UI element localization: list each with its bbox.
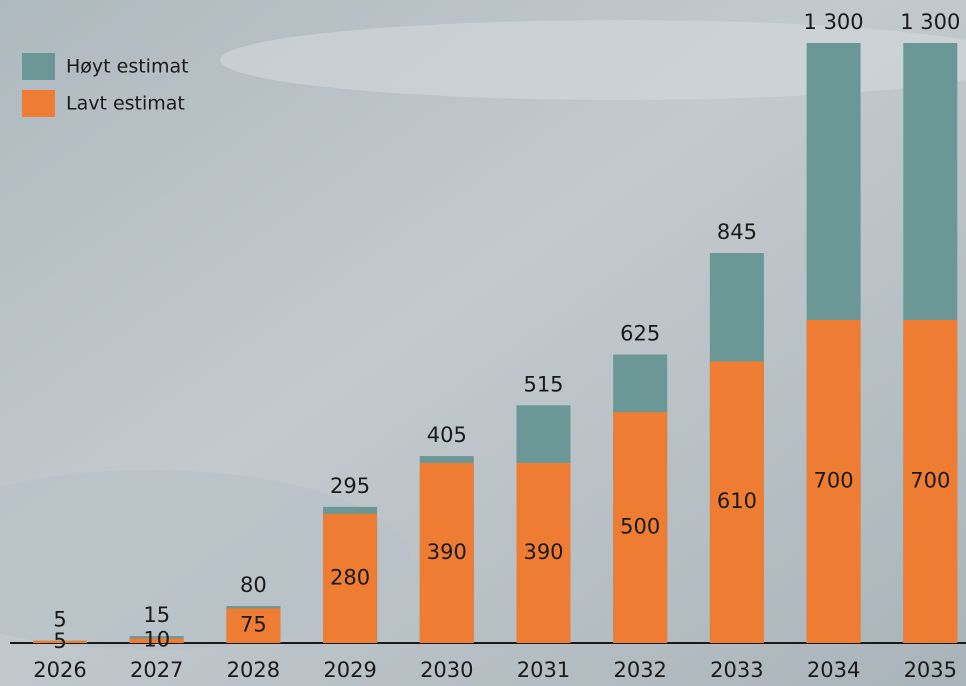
bar [226, 608, 281, 643]
x-tick-label: 2032 [613, 658, 666, 682]
x-tick-label: 2027 [130, 658, 183, 682]
value-label: 700 [910, 468, 950, 492]
background-water [0, 470, 410, 650]
background-water [220, 20, 966, 100]
x-tick-label: 2028 [227, 658, 280, 682]
value-label: 1 300 [900, 10, 960, 34]
x-tick-label: 2035 [904, 658, 957, 682]
value-label: 10 [143, 628, 170, 652]
value-label: 700 [814, 468, 854, 492]
bar [129, 638, 184, 643]
value-label: 610 [717, 489, 757, 513]
bar [903, 319, 958, 643]
value-label: 15 [143, 603, 170, 627]
x-tick-label: 2029 [323, 658, 376, 682]
bar [419, 463, 474, 643]
x-tick-label: 2031 [517, 658, 570, 682]
value-label: 515 [523, 372, 563, 396]
value-label: 845 [717, 220, 757, 244]
value-label: 5 [53, 608, 66, 632]
value-label: 1 300 [804, 10, 864, 34]
bar [613, 412, 668, 643]
value-label: 280 [330, 565, 370, 589]
bar [709, 361, 764, 643]
value-label: 5 [53, 629, 66, 653]
legend-label: Lavt estimat [66, 93, 185, 115]
bar [806, 319, 861, 643]
value-label: 80 [240, 573, 267, 597]
x-tick-label: 2030 [420, 658, 473, 682]
value-label: 500 [620, 515, 660, 539]
value-label: 390 [523, 540, 563, 564]
legend-label: Høyt estimat [66, 56, 189, 78]
x-tick-label: 2026 [33, 658, 86, 682]
x-tick-label: 2034 [807, 658, 860, 682]
legend-swatch [22, 53, 55, 80]
value-label: 295 [330, 474, 370, 498]
x-tick-label: 2033 [710, 658, 763, 682]
value-label: 625 [620, 322, 660, 346]
bar [323, 513, 378, 643]
value-label: 390 [427, 540, 467, 564]
legend-swatch [22, 90, 55, 117]
value-label: 405 [427, 423, 467, 447]
value-label: 75 [240, 613, 267, 637]
bar [33, 640, 87, 643]
bar [516, 463, 571, 643]
